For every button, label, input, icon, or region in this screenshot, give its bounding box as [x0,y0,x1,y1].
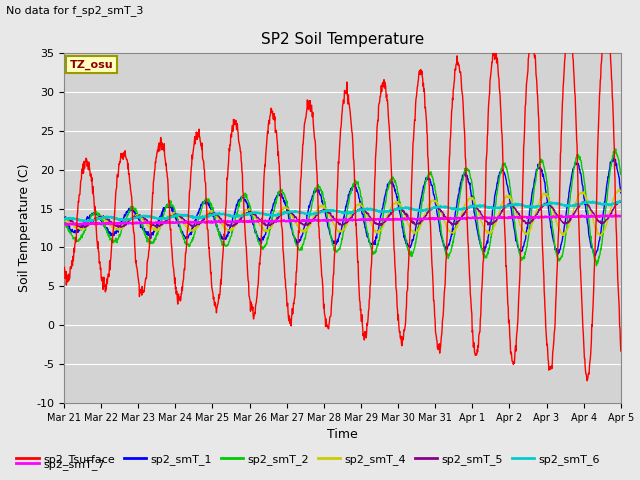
sp2_smT_4 [170,210,178,216]
sp2_smT_2 [246,203,254,209]
sp2_smT_6 [429,205,437,211]
sp2_smT_7 [617,213,625,219]
sp2_smT_4 [184,226,191,231]
sp2_smT_4 [597,233,605,239]
Y-axis label: Soil Temperature (C): Soil Temperature (C) [18,164,31,292]
Legend: sp2_smT_7: sp2_smT_7 [12,455,109,474]
sp2_smT_2 [502,165,509,170]
Line: sp2_smT_4: sp2_smT_4 [64,189,621,236]
Legend: sp2_Tsurface, sp2_smT_1, sp2_smT_2, sp2_smT_4, sp2_smT_5, sp2_smT_6: sp2_Tsurface, sp2_smT_1, sp2_smT_2, sp2_… [12,450,605,469]
sp2_smT_6 [246,211,254,216]
sp2_smT_4 [502,194,509,200]
sp2_smT_1 [617,190,625,196]
sp2_smT_2 [184,240,191,246]
sp2_smT_4 [616,186,623,192]
sp2_smT_6 [184,213,192,219]
sp2_smT_5 [246,208,254,214]
sp2_smT_4 [551,213,559,219]
sp2_smT_6 [551,201,559,206]
sp2_smT_1 [184,235,191,240]
sp2_smT_6 [616,199,623,204]
sp2_smT_7 [65,222,73,228]
sp2_smT_5 [184,220,192,226]
sp2_smT_1 [170,211,178,216]
sp2_smT_5 [60,215,68,221]
sp2_Tsurface [184,226,191,232]
sp2_smT_7 [171,220,179,226]
sp2_smT_5 [551,210,559,216]
sp2_smT_2 [612,146,620,152]
sp2_smT_2 [617,171,625,177]
sp2_smT_4 [617,189,625,194]
sp2_smT_1 [610,155,618,161]
sp2_smT_2 [170,206,178,212]
sp2_smT_4 [246,207,254,213]
sp2_Tsurface [617,348,625,354]
sp2_smT_7 [60,221,68,227]
Line: sp2_smT_1: sp2_smT_1 [64,158,621,256]
sp2_smT_2 [593,263,600,269]
sp2_smT_5 [616,198,624,204]
sp2_smT_1 [246,209,254,215]
sp2_smT_1 [502,174,509,180]
sp2_smT_5 [429,205,437,211]
sp2_smT_4 [429,197,436,203]
sp2_Tsurface [429,274,436,280]
sp2_smT_5 [154,225,161,231]
X-axis label: Time: Time [327,429,358,442]
sp2_smT_7 [502,215,509,220]
Line: sp2_smT_7: sp2_smT_7 [64,216,621,225]
sp2_smT_7 [429,216,437,221]
Text: No data for f_sp2_smT_3: No data for f_sp2_smT_3 [6,5,144,16]
sp2_Tsurface [170,274,178,279]
sp2_smT_7 [246,218,254,224]
sp2_smT_6 [502,204,509,209]
sp2_smT_7 [551,215,559,220]
sp2_smT_6 [171,214,179,219]
sp2_Tsurface [602,16,609,22]
sp2_smT_1 [551,242,559,248]
sp2_smT_2 [60,217,68,223]
Text: TZ_osu: TZ_osu [70,60,113,70]
Line: sp2_smT_2: sp2_smT_2 [64,149,621,266]
sp2_smT_6 [617,199,625,204]
Line: sp2_smT_6: sp2_smT_6 [64,202,621,222]
sp2_smT_1 [591,253,599,259]
sp2_Tsurface [246,298,254,303]
Title: SP2 Soil Temperature: SP2 Soil Temperature [260,33,424,48]
sp2_Tsurface [502,243,509,249]
sp2_smT_5 [502,204,509,210]
Line: sp2_Tsurface: sp2_Tsurface [64,19,621,381]
sp2_smT_5 [171,212,179,218]
sp2_smT_2 [551,242,559,248]
Line: sp2_smT_5: sp2_smT_5 [64,201,621,228]
sp2_smT_6 [82,219,90,225]
sp2_smT_1 [60,221,68,227]
sp2_smT_7 [184,219,192,225]
sp2_smT_7 [599,213,607,218]
sp2_smT_4 [60,218,68,224]
sp2_smT_1 [429,186,436,192]
sp2_Tsurface [583,378,591,384]
sp2_Tsurface [551,328,559,334]
sp2_smT_2 [429,175,436,181]
sp2_smT_6 [60,217,68,223]
sp2_Tsurface [60,269,68,275]
sp2_smT_5 [617,199,625,204]
